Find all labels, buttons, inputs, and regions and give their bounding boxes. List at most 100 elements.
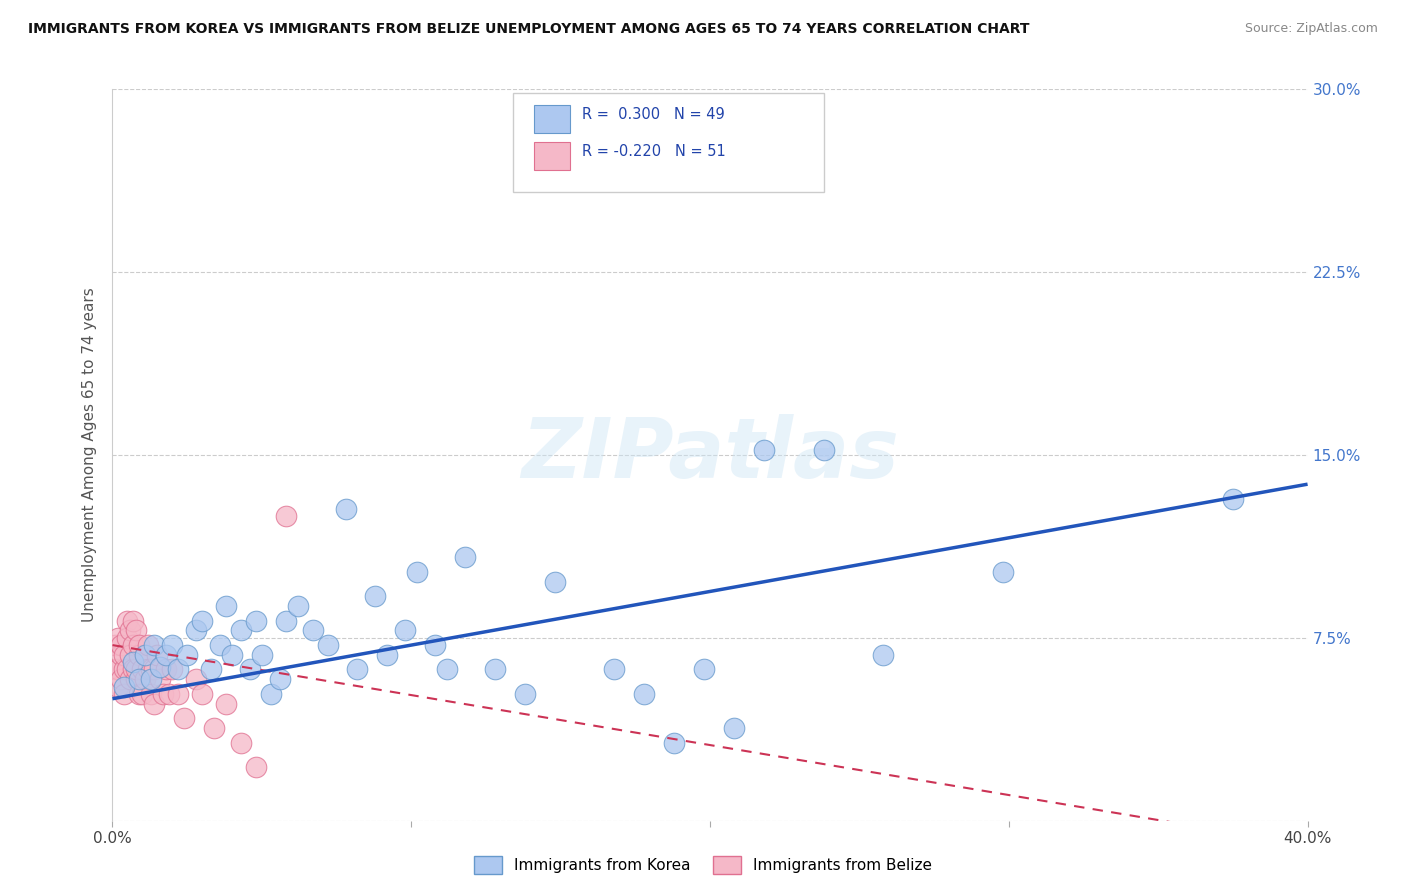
- Point: [131, 687, 153, 701]
- Point: [110, 672, 132, 686]
- Point: [143, 638, 166, 652]
- Point: [152, 687, 174, 701]
- Point: [229, 736, 252, 750]
- Point: [229, 624, 252, 638]
- Point: [134, 648, 156, 662]
- Point: [425, 638, 447, 652]
- Point: [155, 648, 177, 662]
- Point: [167, 687, 190, 701]
- Point: [191, 687, 214, 701]
- Point: [146, 648, 169, 662]
- Point: [162, 638, 183, 652]
- Point: [114, 663, 135, 677]
- Point: [110, 648, 132, 662]
- Point: [120, 648, 142, 662]
- Point: [110, 638, 132, 652]
- Point: [301, 624, 323, 638]
- Point: [141, 663, 163, 677]
- Point: [274, 614, 297, 628]
- Point: [125, 672, 148, 686]
- Point: [513, 687, 536, 701]
- Point: [484, 663, 506, 677]
- Point: [316, 638, 339, 652]
- Point: [128, 687, 150, 701]
- Point: [122, 638, 145, 652]
- Point: [173, 711, 195, 725]
- Point: [138, 663, 160, 677]
- Point: [131, 663, 153, 677]
- Point: [114, 687, 135, 701]
- Point: [114, 680, 135, 694]
- Point: [128, 638, 150, 652]
- Point: [346, 663, 368, 677]
- Point: [454, 550, 477, 565]
- Point: [122, 655, 145, 669]
- Point: [149, 660, 172, 674]
- Point: [1222, 491, 1244, 506]
- Point: [125, 624, 148, 638]
- FancyBboxPatch shape: [513, 93, 824, 192]
- Point: [104, 638, 127, 652]
- Point: [633, 687, 655, 701]
- Point: [191, 614, 214, 628]
- Point: [406, 565, 429, 579]
- Text: IMMIGRANTS FROM KOREA VS IMMIGRANTS FROM BELIZE UNEMPLOYMENT AMONG AGES 65 TO 74: IMMIGRANTS FROM KOREA VS IMMIGRANTS FROM…: [28, 22, 1029, 37]
- Point: [107, 631, 129, 645]
- Point: [269, 672, 291, 686]
- Point: [813, 443, 835, 458]
- Point: [239, 663, 262, 677]
- Point: [141, 687, 163, 701]
- Point: [221, 648, 243, 662]
- Point: [134, 648, 156, 662]
- Point: [107, 663, 129, 677]
- Point: [215, 599, 238, 613]
- Point: [128, 648, 150, 662]
- Point: [215, 697, 238, 711]
- Point: [134, 672, 156, 686]
- Point: [157, 687, 180, 701]
- Point: [125, 663, 148, 677]
- FancyBboxPatch shape: [534, 105, 571, 133]
- Point: [149, 672, 172, 686]
- Point: [394, 624, 416, 638]
- Y-axis label: Unemployment Among Ages 65 to 74 years: Unemployment Among Ages 65 to 74 years: [82, 287, 97, 623]
- Point: [162, 663, 183, 677]
- Point: [603, 663, 626, 677]
- Point: [143, 697, 166, 711]
- Point: [120, 624, 142, 638]
- Point: [209, 638, 232, 652]
- Text: R =  0.300   N = 49: R = 0.300 N = 49: [582, 107, 725, 122]
- Point: [245, 614, 267, 628]
- Point: [117, 663, 139, 677]
- Point: [723, 721, 745, 735]
- Text: R = -0.220   N = 51: R = -0.220 N = 51: [582, 144, 725, 159]
- Point: [186, 624, 208, 638]
- FancyBboxPatch shape: [534, 142, 571, 169]
- Text: Source: ZipAtlas.com: Source: ZipAtlas.com: [1244, 22, 1378, 36]
- Point: [274, 508, 297, 523]
- Point: [107, 680, 129, 694]
- Point: [436, 663, 458, 677]
- Point: [245, 760, 267, 774]
- Point: [122, 614, 145, 628]
- Point: [991, 565, 1014, 579]
- Point: [872, 648, 894, 662]
- Point: [117, 614, 139, 628]
- Point: [167, 663, 190, 677]
- Legend: Immigrants from Korea, Immigrants from Belize: Immigrants from Korea, Immigrants from B…: [468, 850, 938, 880]
- Point: [250, 648, 273, 662]
- Point: [128, 672, 150, 686]
- Point: [543, 574, 565, 589]
- Point: [138, 638, 160, 652]
- Point: [104, 663, 127, 677]
- Point: [186, 672, 208, 686]
- Point: [364, 590, 387, 604]
- Point: [377, 648, 399, 662]
- Point: [202, 721, 225, 735]
- Point: [176, 648, 198, 662]
- Point: [200, 663, 222, 677]
- Point: [752, 443, 775, 458]
- Text: ZIPatlas: ZIPatlas: [522, 415, 898, 495]
- Point: [287, 599, 309, 613]
- Point: [122, 663, 145, 677]
